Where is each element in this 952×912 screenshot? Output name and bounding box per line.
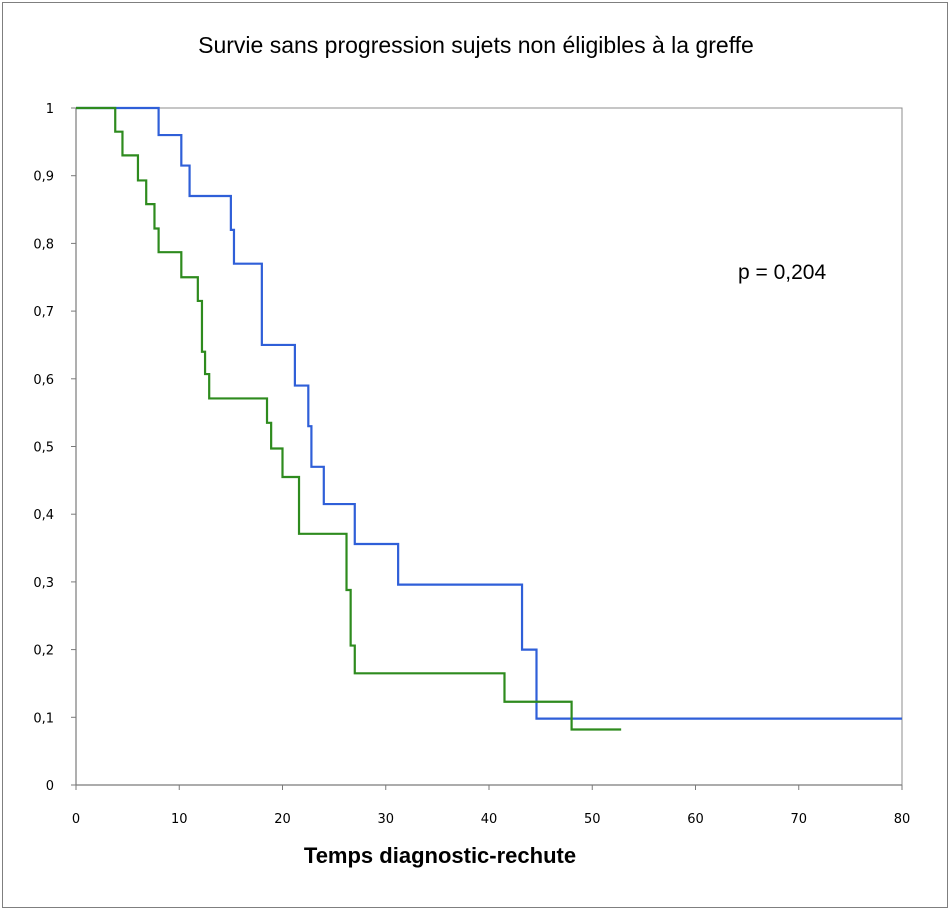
x-tick-label: 0 [72,812,80,827]
series-lines [76,106,902,731]
tick-labels: 00,10,20,30,40,50,60,70,80,910 10 20 30 40 50… [33,102,910,827]
y-tick-label: 0 [46,779,54,794]
x-tick-label: 70 [790,812,807,827]
y-tick-label: 1 [46,102,54,117]
p-value-annotation: p = 0,204 [738,261,827,284]
y-tick-label: 0,5 [33,441,54,456]
x-tick-label: 30 [377,812,394,827]
x-tick-label: 60 [687,812,704,827]
y-tick-label: 0,1 [33,711,54,726]
chart-title: Survie sans progression sujets non éligi… [198,32,754,58]
survival-curve-series-2 [76,106,622,731]
x-tick-label: 20 [274,812,291,827]
y-tick-label: 0,6 [33,373,54,388]
y-tick-label: 0,3 [33,576,54,591]
x-tick-label: 50 [584,812,601,827]
x-tick-label: 40 [481,812,498,827]
y-tick-label: 0,8 [33,237,54,252]
y-tick-label: 0,4 [33,508,54,523]
plot-area-border [75,107,903,786]
y-tick-label: 0,2 [33,644,54,659]
survival-curve-series-1 [76,106,902,720]
x-tick-label: 10 [171,812,188,827]
x-tick-label: 80 [894,812,911,827]
axes [71,107,903,790]
y-tick-label: 0,7 [33,305,54,320]
x-axis-label: Temps diagnostic-rechute [303,843,577,868]
y-tick-label: 0,9 [33,170,54,185]
